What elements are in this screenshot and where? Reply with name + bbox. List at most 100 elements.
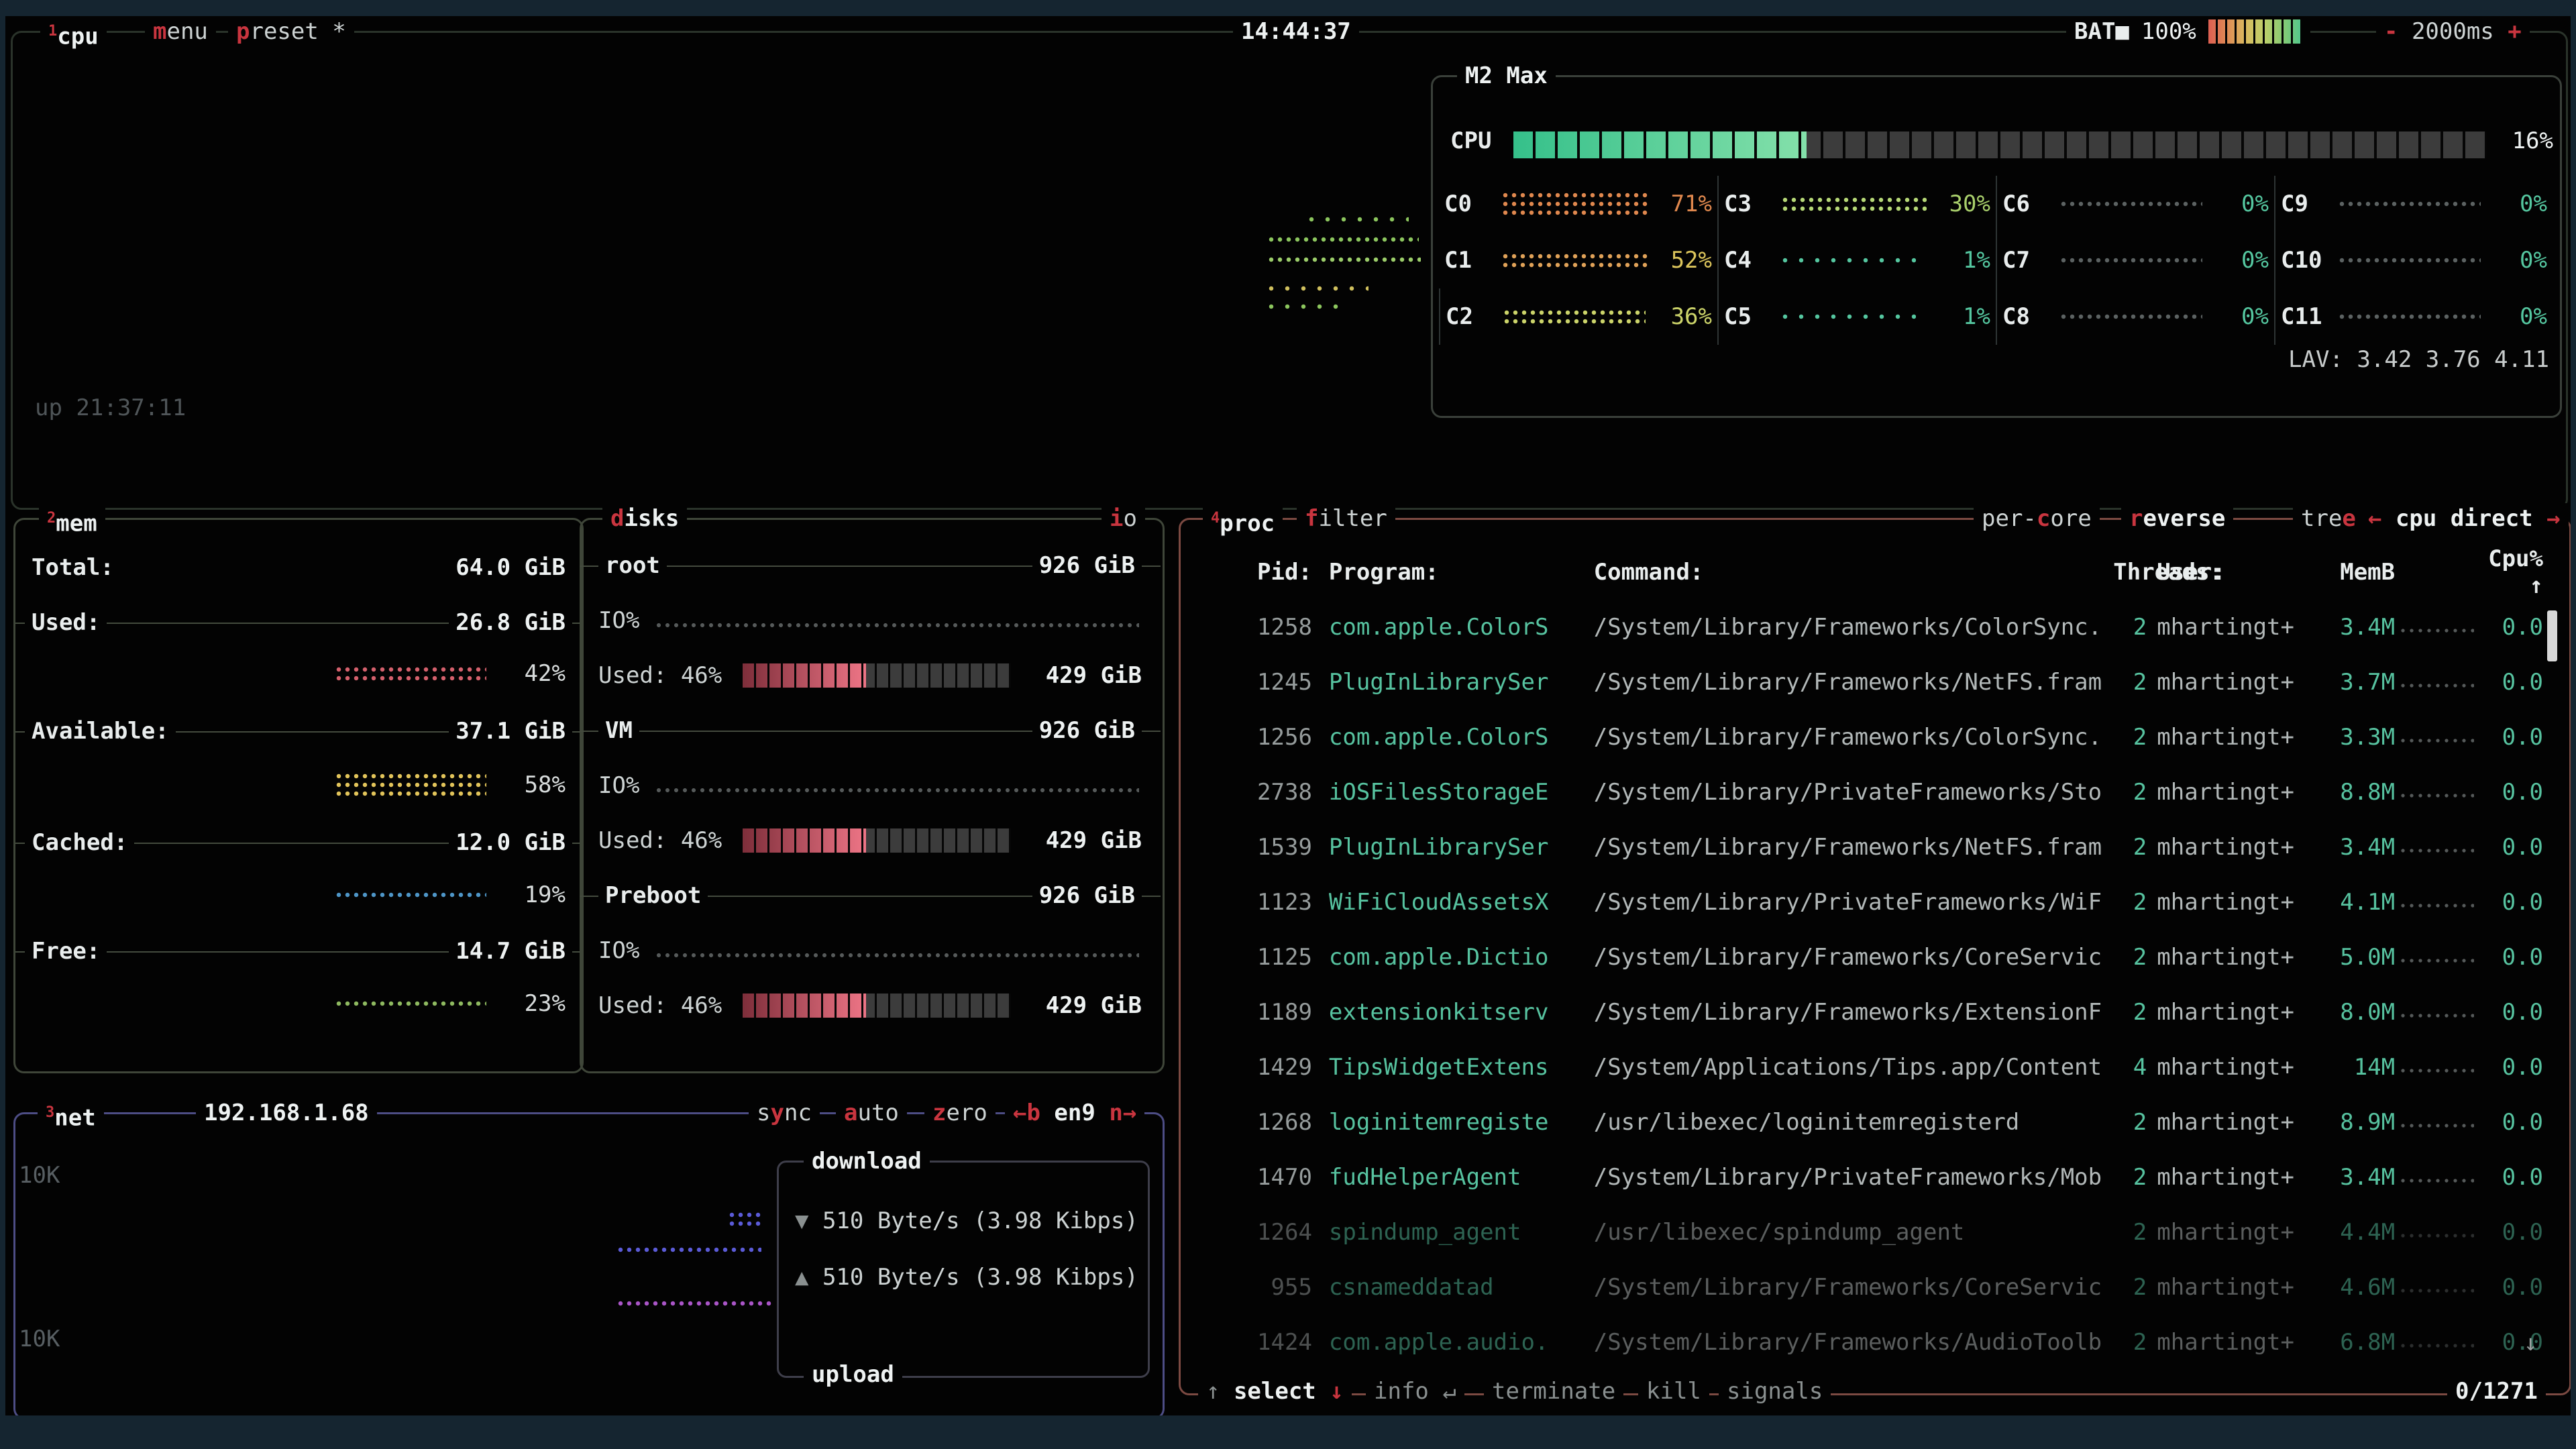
disk-used-size: 429 GiB — [1045, 662, 1142, 689]
process-row[interactable]: 955 csnameddatad /System/Library/Framewo… — [1201, 1260, 2544, 1315]
header-cpu[interactable]: Cpu% ↑ — [2488, 545, 2543, 599]
process-pid: 1245 — [1257, 669, 1312, 696]
process-threads: 2 — [2133, 1329, 2147, 1356]
process-row[interactable]: 1125 com.apple.Dictio /System/Library/Fr… — [1201, 930, 2543, 985]
sort-selector[interactable]: ← cpu direct → — [2360, 503, 2569, 534]
net-ip-address: 192.168.1.68 — [196, 1097, 377, 1128]
process-mem: 3.4M — [2340, 614, 2396, 641]
core-percent: 0% — [2520, 303, 2547, 330]
net-scale-bottom: 10K — [19, 1326, 60, 1352]
header-program[interactable]: Program: — [1328, 559, 1439, 586]
header-threads[interactable]: Threads: — [2113, 559, 2224, 586]
process-pid: 1470 — [1257, 1164, 1312, 1191]
core-percent: 30% — [1949, 191, 1990, 217]
info-button[interactable]: info ↵ — [1366, 1376, 1464, 1407]
desktop-edge — [0, 0, 2576, 16]
scroll-more-icon: ↓ — [2524, 1330, 2538, 1356]
core-usage-graph — [2339, 201, 2481, 207]
disk-used-label: Used: 46% — [598, 827, 722, 854]
tab-cpu[interactable]: 1cpu — [40, 16, 107, 50]
signals-button[interactable]: signals — [1719, 1376, 1831, 1407]
mem-free-row: Free: 14.7 GiB — [15, 936, 582, 967]
process-cpu-percent: 0.0 — [2502, 1109, 2543, 1136]
process-mem: 3.3M — [2340, 724, 2396, 751]
process-mem: 4.4M — [2340, 1219, 2396, 1246]
process-row[interactable]: 1264 spindump_agent /usr/libexec/spindum… — [1201, 1205, 2543, 1260]
disk-io-row: IO% — [589, 593, 1151, 648]
core-percent: 1% — [1963, 303, 1990, 330]
header-pid[interactable]: Pid: — [1257, 559, 1312, 586]
process-row[interactable]: 1123 WiFiCloudAssetsX /System/Library/Pr… — [1201, 875, 2543, 930]
process-threads: 2 — [2133, 669, 2147, 696]
process-row[interactable]: 1245 PlugInLibrarySer /System/Library/Fr… — [1201, 655, 2543, 710]
process-pid: 1429 — [1257, 1054, 1312, 1081]
core-percent: 36% — [1670, 303, 1712, 330]
header-command[interactable]: Command: — [1593, 559, 1704, 586]
process-program: com.apple.Dictio — [1328, 944, 1549, 971]
menu-button[interactable]: menu — [145, 16, 216, 47]
kill-button[interactable]: kill — [1638, 1376, 1709, 1407]
process-user: mhartingt+ — [2157, 999, 2294, 1026]
mem-free-label: Free: — [25, 938, 107, 965]
process-command: /System/Library/PrivateFrameworks/Mob — [1593, 1164, 2102, 1191]
disk-used-row: Used: 46% 429 GiB — [589, 978, 1151, 1033]
net-auto-button[interactable]: auto — [836, 1097, 907, 1128]
reverse-toggle[interactable]: reverse — [2121, 503, 2234, 534]
process-row[interactable]: 1189 extensionkitserv /System/Library/Fr… — [1201, 985, 2543, 1040]
core-usage-graph — [1502, 192, 1650, 216]
process-table: 1258 com.apple.ColorS /System/Library/Fr… — [1201, 600, 2543, 1370]
filter-button[interactable]: filter — [1297, 503, 1395, 534]
process-program: com.apple.audio. — [1328, 1329, 1549, 1356]
terminate-button[interactable]: terminate — [1484, 1376, 1624, 1407]
preset-button[interactable]: preset * — [228, 16, 354, 47]
process-cpu-percent: 0.0 — [2502, 779, 2543, 806]
tab-net[interactable]: 3net — [38, 1097, 104, 1131]
tab-mem[interactable]: 2mem — [39, 503, 105, 537]
process-mem: 14M — [2353, 1054, 2396, 1081]
core-name: C6 — [2002, 191, 2030, 217]
process-threads: 2 — [2133, 614, 2147, 641]
net-interface-switcher[interactable]: ←b en9 n→ — [1005, 1097, 1145, 1128]
tab-proc[interactable]: 4proc — [1203, 503, 1283, 537]
process-row[interactable]: 1256 com.apple.ColorS /System/Library/Fr… — [1201, 710, 2543, 765]
tab-disks[interactable]: disks — [602, 503, 688, 534]
upload-title: upload — [804, 1359, 902, 1390]
tree-toggle[interactable]: tree — [2293, 503, 2364, 534]
core-usage-graph — [2339, 257, 2481, 264]
header-user[interactable]: User: — [2157, 559, 2226, 586]
disk-used-row: Used: 46% 429 GiB — [589, 813, 1151, 868]
disk-io-label: IO% — [598, 772, 640, 799]
process-user: mhartingt+ — [2157, 614, 2294, 641]
mem-used-meter — [335, 665, 486, 682]
process-row[interactable]: 1470 fudHelperAgent /System/Library/Priv… — [1201, 1150, 2543, 1205]
process-cpu-percent: 0.0 — [2502, 614, 2543, 641]
net-zero-button[interactable]: zero — [924, 1097, 996, 1128]
core-usage-graph — [2060, 201, 2202, 207]
per-core-toggle[interactable]: per-core — [1974, 503, 2100, 534]
core-percent: 0% — [2241, 247, 2269, 274]
io-mode-button[interactable]: io — [1102, 503, 1145, 534]
process-scrollbar[interactable] — [2547, 610, 2557, 661]
process-row[interactable]: 1429 TipsWidgetExtens /System/Applicatio… — [1201, 1040, 2543, 1095]
process-mem: 6.8M — [2340, 1329, 2396, 1356]
process-row[interactable]: 1539 PlugInLibrarySer /System/Library/Fr… — [1201, 820, 2543, 875]
process-cpu-percent: 0.0 — [2502, 669, 2543, 696]
process-cpu-graph — [2400, 1288, 2475, 1293]
net-sync-button[interactable]: sync — [749, 1097, 820, 1128]
process-row[interactable]: 1258 com.apple.ColorS /System/Library/Fr… — [1201, 600, 2543, 655]
process-row[interactable]: 1424 com.apple.audio. /System/Library/Fr… — [1201, 1315, 2543, 1370]
select-control[interactable]: ↑ select ↓ — [1198, 1376, 1352, 1407]
process-row[interactable]: 1268 loginitemregiste /usr/libexec/login… — [1201, 1095, 2543, 1150]
core-name: C3 — [1724, 191, 1752, 217]
header-memb[interactable]: MemB — [2340, 559, 2396, 586]
process-user: mhartingt+ — [2157, 779, 2294, 806]
upload-speed: ▲ 510 Byte/s (3.98 Kibps) — [795, 1264, 1138, 1291]
cpu-core-row: C9 0% — [2274, 176, 2553, 232]
process-cpu-graph — [2400, 793, 2475, 798]
mem-available-row: Available: 37.1 GiB — [15, 716, 582, 747]
disk-used-meter — [743, 663, 1011, 688]
update-rate-control[interactable]: - 2000ms + — [2376, 16, 2530, 47]
uptime: up 21:37:11 — [35, 394, 186, 421]
process-row[interactable]: 2738 iOSFilesStorageE /System/Library/Pr… — [1201, 765, 2543, 820]
disk-sections: root 926 GiB IO% Used: 46% 429 GiB VM 92… — [580, 538, 1161, 1033]
